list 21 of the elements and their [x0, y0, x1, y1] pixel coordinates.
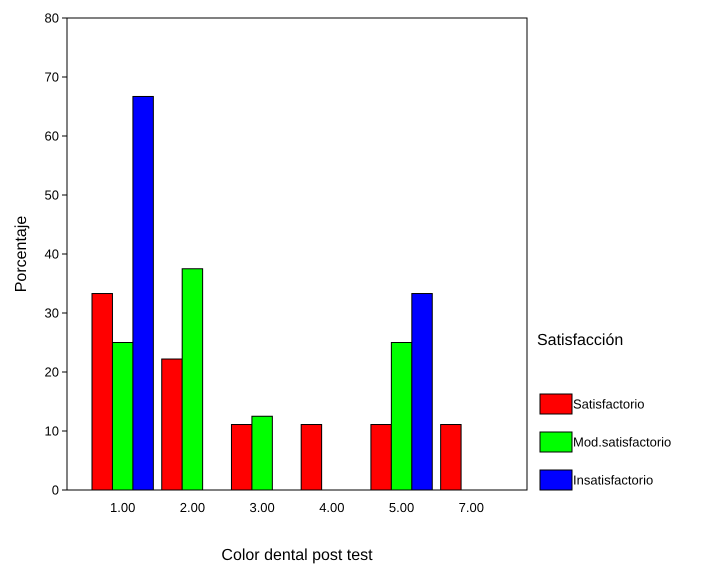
y-tick-label: 10: [44, 424, 59, 439]
y-tick-label: 40: [44, 246, 59, 262]
legend-label: Satisfactorio: [573, 396, 645, 412]
y-tick-label: 50: [44, 188, 59, 203]
legend-label: Mod.satisfactorio: [573, 434, 672, 450]
x-axis-title: Color dental post test: [221, 547, 374, 564]
x-tick-label: 4.00: [319, 500, 345, 515]
y-tick-label: 80: [44, 10, 59, 26]
x-tick-label: 1.00: [110, 500, 136, 515]
x-tick-label: 7.00: [458, 500, 484, 515]
legend-title: Satisfacción: [537, 332, 624, 349]
y-tick-label: 20: [44, 364, 59, 380]
y-axis-title: Porcentaje: [13, 216, 30, 292]
legend-label: Insatisfactorio: [573, 472, 654, 488]
y-tick-label: 70: [44, 70, 59, 85]
y-tick-label: 60: [44, 128, 59, 144]
x-tick-label: 5.00: [388, 500, 414, 515]
y-tick-label: 30: [44, 306, 59, 321]
x-tick-label: 3.00: [249, 500, 275, 515]
y-tick-label: 0: [52, 482, 59, 498]
x-tick-label: 2.00: [180, 500, 206, 515]
